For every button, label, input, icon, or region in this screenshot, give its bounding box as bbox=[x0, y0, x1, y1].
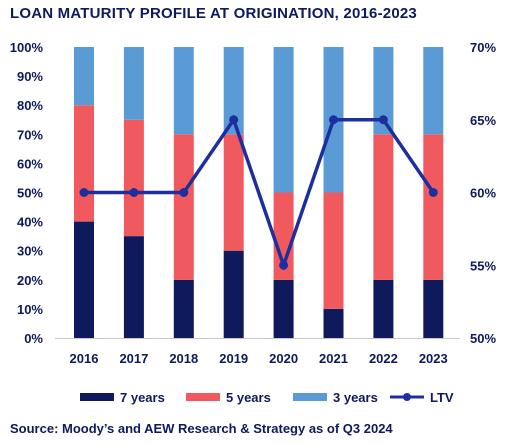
bar-7-years-2018 bbox=[173, 279, 194, 338]
bar-3-years-2017 bbox=[123, 47, 144, 120]
bar-5-years-2019 bbox=[223, 134, 244, 251]
x-tick-label-2023: 2023 bbox=[419, 351, 448, 366]
bar-7-years-2016 bbox=[74, 221, 94, 338]
bar-3-years-2016 bbox=[74, 47, 94, 106]
legend-label-7-years: 7 years bbox=[120, 390, 165, 405]
x-tick-label-2018: 2018 bbox=[169, 351, 198, 366]
ltv-point-2023 bbox=[428, 188, 438, 197]
ltv-point-2018 bbox=[179, 188, 189, 197]
bar-3-years-2020 bbox=[273, 47, 294, 193]
legend-label-3-years: 3 years bbox=[333, 390, 378, 405]
x-tick-label-2022: 2022 bbox=[369, 351, 398, 366]
bar-5-years-2017 bbox=[123, 119, 144, 237]
ltv-point-2020 bbox=[279, 260, 289, 270]
left-tick-label: 40% bbox=[17, 215, 43, 230]
x-tick-label-2016: 2016 bbox=[70, 351, 99, 366]
bar-7-years-2022 bbox=[373, 279, 394, 338]
left-tick-label: 0% bbox=[24, 331, 43, 346]
right-tick-label: 60% bbox=[470, 186, 496, 201]
right-tick-label: 50% bbox=[470, 331, 496, 346]
bar-7-years-2020 bbox=[273, 279, 294, 338]
right-tick-label: 70% bbox=[470, 40, 496, 55]
bar-3-years-2019 bbox=[223, 47, 244, 135]
legend-marker-ltv bbox=[403, 393, 411, 401]
bar-7-years-2017 bbox=[123, 236, 144, 338]
right-tick-label: 55% bbox=[470, 258, 496, 273]
bar-3-years-2023 bbox=[423, 47, 444, 135]
left-tick-label: 10% bbox=[17, 302, 43, 317]
ltv-point-2021 bbox=[329, 115, 338, 125]
bar-3-years-2018 bbox=[173, 47, 194, 135]
bar-5-years-2020 bbox=[273, 192, 294, 280]
ltv-point-2022 bbox=[378, 115, 388, 125]
ltv-line-layer bbox=[79, 115, 438, 271]
legend-swatch-7-years bbox=[80, 393, 114, 401]
left-tick-label: 70% bbox=[17, 127, 43, 142]
left-tick-label: 20% bbox=[17, 273, 43, 288]
bar-5-years-2022 bbox=[373, 134, 394, 280]
x-tick-label-2017: 2017 bbox=[119, 351, 148, 366]
left-tick-label: 50% bbox=[17, 186, 43, 201]
bar-7-years-2021 bbox=[323, 308, 344, 338]
chart-title: LOAN MATURITY PROFILE AT ORIGINATION, 20… bbox=[10, 5, 417, 22]
left-tick-label: 100% bbox=[10, 40, 44, 55]
x-axis: 2016 2017 2018 2019 2020 2021 2022 2023 bbox=[55, 338, 460, 366]
bars-layer bbox=[74, 47, 444, 338]
left-axis: 0% 10% 20% 30% 40% 50% 60% 70% 80% 90% 100% bbox=[10, 40, 44, 346]
left-tick-label: 30% bbox=[17, 244, 43, 259]
bar-5-years-2016 bbox=[74, 105, 94, 222]
legend-label-ltv: LTV bbox=[430, 390, 454, 405]
legend-swatch-5-years bbox=[186, 393, 220, 401]
left-tick-label: 80% bbox=[17, 98, 43, 113]
ltv-line bbox=[84, 115, 435, 271]
legend: 7 years 5 years 3 years LTV bbox=[80, 390, 454, 405]
legend-label-5-years: 5 years bbox=[226, 390, 271, 405]
bar-3-years-2022 bbox=[373, 47, 394, 135]
loan-maturity-chart: 0% 10% 20% 30% 40% 50% 60% 70% 80% 90% 100% 50% 55%… bbox=[10, 40, 497, 405]
ltv-point-2017 bbox=[129, 188, 139, 197]
left-tick-label: 60% bbox=[17, 156, 43, 171]
left-tick-label: 90% bbox=[17, 69, 43, 84]
x-tick-label-2021: 2021 bbox=[319, 351, 348, 366]
legend-swatch-3-years bbox=[293, 393, 327, 401]
ltv-point-2016 bbox=[79, 188, 89, 197]
source-note: Source: Moody’s and AEW Research & Strat… bbox=[10, 421, 393, 436]
bar-7-years-2023 bbox=[423, 279, 444, 338]
bar-7-years-2019 bbox=[223, 250, 244, 338]
x-tick-label-2020: 2020 bbox=[269, 351, 298, 366]
right-axis: 50% 55% 60% 65% 70% bbox=[470, 40, 496, 346]
bar-5-years-2018 bbox=[173, 134, 194, 280]
ltv-point-2019 bbox=[229, 115, 239, 125]
bar-5-years-2021 bbox=[323, 192, 344, 309]
x-tick-label-2019: 2019 bbox=[219, 351, 248, 366]
bar-5-years-2023 bbox=[423, 134, 444, 280]
right-tick-label: 65% bbox=[470, 113, 496, 128]
